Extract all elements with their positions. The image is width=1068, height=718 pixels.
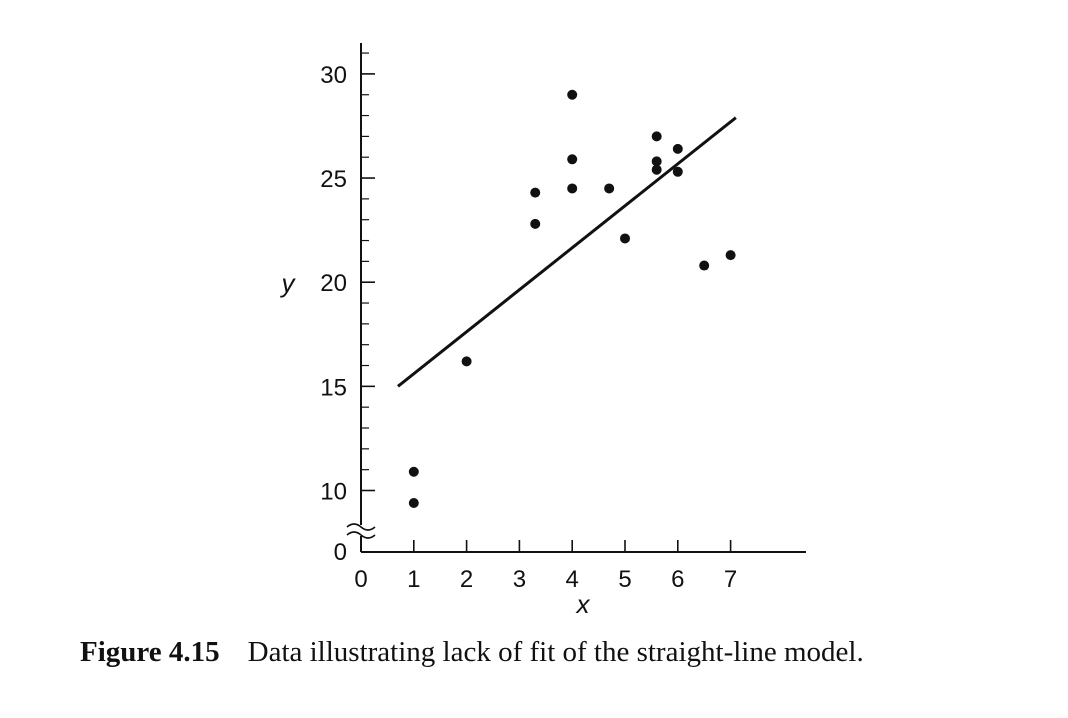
data-point — [620, 233, 630, 244]
y-tick-label: 30 — [320, 62, 347, 89]
x-tick-label: 0 — [354, 566, 367, 593]
y-zero-label: 0 — [334, 539, 347, 566]
data-point — [672, 143, 683, 154]
data-point — [408, 466, 419, 477]
y-tick-label: 20 — [320, 270, 347, 297]
fit-line-group — [397, 116, 737, 388]
x-tick-label: 3 — [513, 566, 526, 593]
figure-caption: Figure 4.15 Data illustrating lack of fit… — [80, 636, 864, 669]
data-point — [651, 131, 662, 142]
data-point — [461, 356, 472, 367]
data-point — [699, 260, 710, 271]
axis-titles: xy — [280, 268, 591, 619]
y-axis-title: y — [280, 268, 297, 298]
x-axis-title: x — [575, 589, 591, 619]
x-tick-label: 1 — [407, 566, 420, 593]
data-point — [567, 183, 578, 194]
x-tick-label: 7 — [724, 566, 737, 593]
data-point — [567, 154, 578, 165]
figure-number: Figure 4.15 — [80, 636, 220, 668]
axis-break-mark-upper — [346, 523, 376, 531]
data-points — [408, 89, 736, 508]
caption-text: Data illustrating lack of fit of the str… — [247, 636, 864, 668]
x-tick-label: 6 — [671, 566, 684, 593]
data-point — [530, 218, 541, 229]
data-point — [530, 187, 541, 198]
data-point — [651, 156, 662, 167]
data-point — [651, 164, 662, 175]
ticks — [361, 52, 732, 552]
axis-break-mark-lower — [346, 531, 376, 539]
data-point — [672, 166, 683, 177]
y-tick-label: 10 — [320, 479, 347, 506]
data-point — [604, 183, 615, 194]
data-point — [567, 89, 578, 100]
x-tick-label: 2 — [460, 566, 473, 593]
axes — [346, 43, 806, 553]
x-tick-label: 5 — [618, 566, 631, 593]
data-point — [725, 250, 736, 261]
y-tick-label: 25 — [320, 166, 347, 193]
fit-line — [397, 116, 737, 388]
y-tick-label: 15 — [320, 374, 347, 401]
data-point — [408, 497, 419, 508]
tick-labels: 0 1 2 3 4 5 6 7 10 15 20 25 30 0 — [320, 62, 737, 593]
x-tick-label: 4 — [566, 566, 579, 593]
